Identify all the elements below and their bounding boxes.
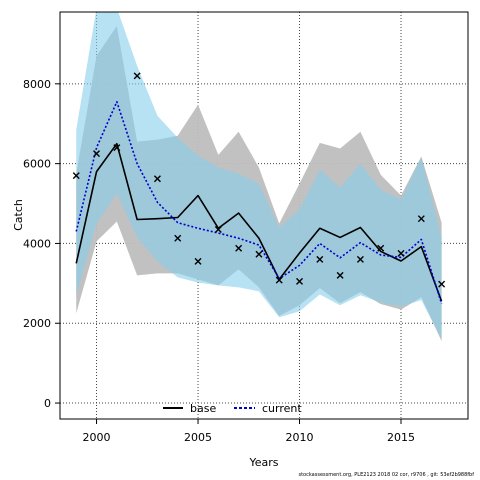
observed-point-2012 xyxy=(336,271,344,279)
observed-point-stroke xyxy=(235,244,243,252)
observed-point-stroke xyxy=(255,250,263,258)
observed-point-2008 xyxy=(255,250,263,258)
observed-point-stroke xyxy=(93,150,101,158)
x-tick-label-2005: 2005 xyxy=(184,431,212,444)
observed-point-stroke xyxy=(296,277,304,285)
line-base xyxy=(75,142,443,302)
observed-point-stroke xyxy=(356,255,364,263)
series-lines xyxy=(75,100,443,304)
observed-point-2004 xyxy=(174,234,182,242)
y-tick-label-2000: 2000 xyxy=(23,317,51,330)
observed-point-2006 xyxy=(214,225,222,233)
observed-point-2009 xyxy=(275,276,283,284)
observed-point-2002 xyxy=(133,72,141,80)
observed-point-stroke xyxy=(194,257,202,265)
observed-point-stroke xyxy=(174,234,182,242)
observed-point-stroke xyxy=(377,244,385,252)
observed-point-stroke xyxy=(397,249,405,257)
legend-label-base: base xyxy=(190,402,216,415)
x-tick-label-2010: 2010 xyxy=(286,431,314,444)
observed-point-stroke xyxy=(336,271,344,279)
observed-point-2001 xyxy=(113,144,121,152)
x-axis-title: Years xyxy=(248,456,278,469)
observed-point-2017 xyxy=(438,280,446,288)
observed-point-stroke xyxy=(316,255,324,263)
observed-point-2000 xyxy=(93,150,101,158)
observed-point-2011 xyxy=(316,255,324,263)
observed-markers xyxy=(72,72,446,288)
observed-point-stroke xyxy=(153,175,161,183)
axis-ticks: 2000 2005 2010 2015 0 2000 4000 6000 8000 xyxy=(23,78,415,444)
line-current xyxy=(75,100,443,304)
y-tick-label-4000: 4000 xyxy=(23,237,51,250)
observed-point-2003 xyxy=(153,175,161,183)
observed-point-stroke xyxy=(438,280,446,288)
observed-point-stroke xyxy=(275,276,283,284)
plot-frame xyxy=(59,11,469,420)
band-current xyxy=(76,12,442,340)
observed-point-stroke xyxy=(72,172,80,180)
observed-point-2014 xyxy=(377,244,385,252)
x-tick-label-2015: 2015 xyxy=(387,431,415,444)
y-axis-title: Catch xyxy=(12,199,25,231)
observed-point-2010 xyxy=(296,277,304,285)
x-tick-label-2000: 2000 xyxy=(83,431,111,444)
legend: base current xyxy=(163,402,302,415)
observed-point-stroke xyxy=(113,144,121,152)
observed-point-2005 xyxy=(194,257,202,265)
footnote: stockassessment.org, PLE2123 2018 02 cor… xyxy=(298,472,474,478)
confidence-bands xyxy=(76,12,442,342)
observed-point-2013 xyxy=(356,255,364,263)
y-tick-label-6000: 6000 xyxy=(23,158,51,171)
observed-point-2016 xyxy=(417,215,425,223)
observed-point-2007 xyxy=(235,244,243,252)
y-tick-label-8000: 8000 xyxy=(23,78,51,91)
y-tick-label-0: 0 xyxy=(44,397,51,410)
observed-point-2015 xyxy=(397,249,405,257)
observed-point-stroke xyxy=(133,72,141,80)
observed-point-1999 xyxy=(72,172,80,180)
observed-point-stroke xyxy=(417,215,425,223)
legend-label-current: current xyxy=(262,402,302,415)
observed-point-stroke xyxy=(214,225,222,233)
